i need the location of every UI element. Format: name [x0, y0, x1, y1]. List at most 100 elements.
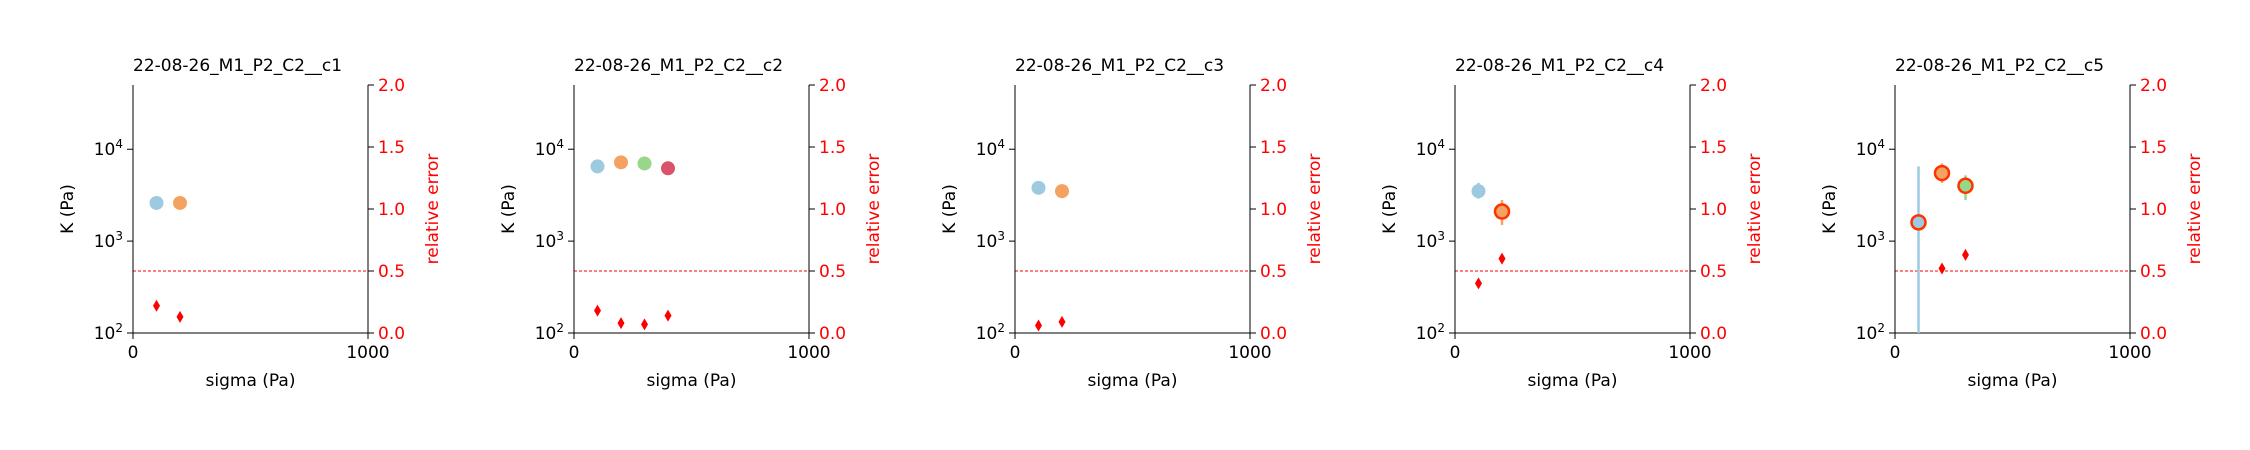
y2-tick-label: 0.0 — [2140, 324, 2167, 344]
y-tick-label: 103 — [535, 229, 564, 252]
y2-tick-label: 2.0 — [819, 76, 846, 96]
x-tick-label: 1000 — [1228, 343, 1271, 363]
subplot-3: 22-08-26_M1_P2_C2__c3 102 103 104 K (Pa) 0.0 0… — [940, 56, 1325, 391]
subplot-2: 22-08-26_M1_P2_C2__c2 102 103 104 K (Pa) 0.0 0… — [499, 56, 884, 391]
y2-tick-label: 0.5 — [819, 262, 846, 282]
y-axis-label: K (Pa) — [499, 184, 519, 234]
y-tick-label: 102 — [1416, 321, 1445, 344]
data-point — [1471, 184, 1486, 199]
y-tick-label: 103 — [1856, 229, 1885, 252]
data-point — [590, 159, 605, 174]
x-tick-label: 0 — [128, 343, 139, 363]
relative-error-marker — [664, 309, 672, 322]
data-point — [1910, 214, 1927, 231]
relative-error-marker — [1962, 248, 1969, 261]
y2-axis-label: relative error — [864, 154, 884, 265]
data-point — [1493, 203, 1511, 220]
y-axis-label: K (Pa) — [940, 184, 960, 234]
x-axis-label: sigma (Pa) — [1528, 371, 1618, 391]
y-tick-label: 103 — [976, 229, 1005, 252]
relative-error-marker — [1058, 315, 1066, 328]
subplot-1: 22-08-26_M1_P2_C2__c1 102 103 104 K (Pa) 0.0 0… — [58, 56, 443, 391]
y2-tick-label: 0.0 — [378, 324, 405, 344]
y-tick-label: 104 — [94, 137, 123, 160]
y2-tick-label: 0.5 — [1260, 262, 1287, 282]
y-tick-label: 103 — [1416, 229, 1445, 252]
y2-tick-label: 2.0 — [2140, 76, 2167, 96]
y-axis-label: K (Pa) — [1380, 184, 1400, 234]
relative-error-marker — [1475, 277, 1482, 290]
data-point — [1031, 180, 1046, 195]
x-tick-label: 0 — [1450, 343, 1461, 363]
x-axis-label: sigma (Pa) — [206, 371, 296, 391]
relative-error-marker — [1498, 252, 1506, 265]
x-axis-label: sigma (Pa) — [1088, 371, 1178, 391]
y2-tick-label: 1.5 — [2140, 138, 2167, 158]
y2-tick-label: 2.0 — [378, 76, 405, 96]
y2-tick-label: 0.5 — [1700, 262, 1727, 282]
data-point — [1933, 164, 1951, 182]
y-tick-label: 104 — [1416, 137, 1445, 160]
x-tick-label: 1000 — [346, 343, 389, 363]
y-tick-label: 102 — [535, 321, 564, 344]
y2-axis-label: relative error — [1745, 154, 1765, 265]
x-axis-label: sigma (Pa) — [1968, 371, 2058, 391]
data-point — [637, 156, 652, 171]
y2-tick-label: 1.5 — [378, 138, 405, 158]
chart-title: 22-08-26_M1_P2_C2__c4 — [1455, 56, 1664, 76]
y2-tick-label: 0.0 — [819, 324, 846, 344]
chart-title: 22-08-26_M1_P2_C2__c5 — [1895, 56, 2104, 76]
x-tick-label: 0 — [569, 343, 580, 363]
chart-title: 22-08-26_M1_P2_C2__c2 — [574, 56, 783, 76]
y-tick-label: 102 — [1856, 321, 1885, 344]
y-tick-label: 104 — [1856, 137, 1885, 160]
relative-error-marker — [617, 317, 625, 330]
x-tick-label: 0 — [1890, 343, 1901, 363]
x-tick-label: 0 — [1010, 343, 1021, 363]
x-tick-label: 1000 — [2108, 343, 2151, 363]
y2-axis-label: relative error — [423, 154, 443, 265]
x-tick-label: 1000 — [787, 343, 830, 363]
data-point — [1957, 177, 1974, 195]
relative-error-marker — [176, 310, 184, 323]
y-tick-label: 102 — [976, 321, 1005, 344]
x-tick-label: 1000 — [1668, 343, 1711, 363]
y2-tick-label: 1.0 — [1260, 200, 1287, 220]
y2-tick-label: 1.5 — [819, 138, 846, 158]
data-point — [1055, 184, 1069, 199]
relative-error-marker — [641, 318, 648, 331]
y-tick-label: 104 — [535, 137, 564, 160]
y2-axis-label: relative error — [2185, 154, 2205, 265]
y2-tick-label: 0.0 — [1700, 324, 1727, 344]
relative-error-marker — [1035, 319, 1042, 332]
subplot-4: 22-08-26_M1_P2_C2__c4 102 103 104 K (Pa) 0.0 0… — [1380, 56, 1765, 391]
data-point — [614, 155, 628, 170]
y2-tick-label: 0.5 — [378, 262, 405, 282]
y2-tick-label: 1.0 — [1700, 200, 1727, 220]
y2-tick-label: 1.5 — [1700, 138, 1727, 158]
data-point — [661, 161, 675, 176]
relative-error-marker — [153, 299, 160, 312]
y-tick-label: 104 — [976, 137, 1005, 160]
chart-title: 22-08-26_M1_P2_C2__c3 — [1015, 56, 1224, 76]
y-tick-label: 102 — [94, 321, 123, 344]
chart-title: 22-08-26_M1_P2_C2__c1 — [133, 56, 342, 76]
y2-axis-label: relative error — [1305, 154, 1325, 265]
data-point — [149, 195, 164, 210]
y2-tick-label: 1.0 — [2140, 200, 2167, 220]
y2-tick-label: 2.0 — [1260, 76, 1287, 96]
y2-tick-label: 2.0 — [1700, 76, 1727, 96]
y2-tick-label: 0.5 — [2140, 262, 2167, 282]
x-axis-label: sigma (Pa) — [647, 371, 737, 391]
relative-error-marker — [1938, 262, 1946, 275]
y2-tick-label: 0.0 — [1260, 324, 1287, 344]
y2-tick-label: 1.0 — [378, 200, 405, 220]
y2-tick-label: 1.0 — [819, 200, 846, 220]
relative-error-marker — [594, 304, 601, 317]
data-point — [173, 195, 187, 210]
y-axis-label: K (Pa) — [1820, 184, 1840, 234]
y-axis-label: K (Pa) — [58, 184, 78, 234]
y2-tick-label: 1.5 — [1260, 138, 1287, 158]
y-tick-label: 103 — [94, 229, 123, 252]
